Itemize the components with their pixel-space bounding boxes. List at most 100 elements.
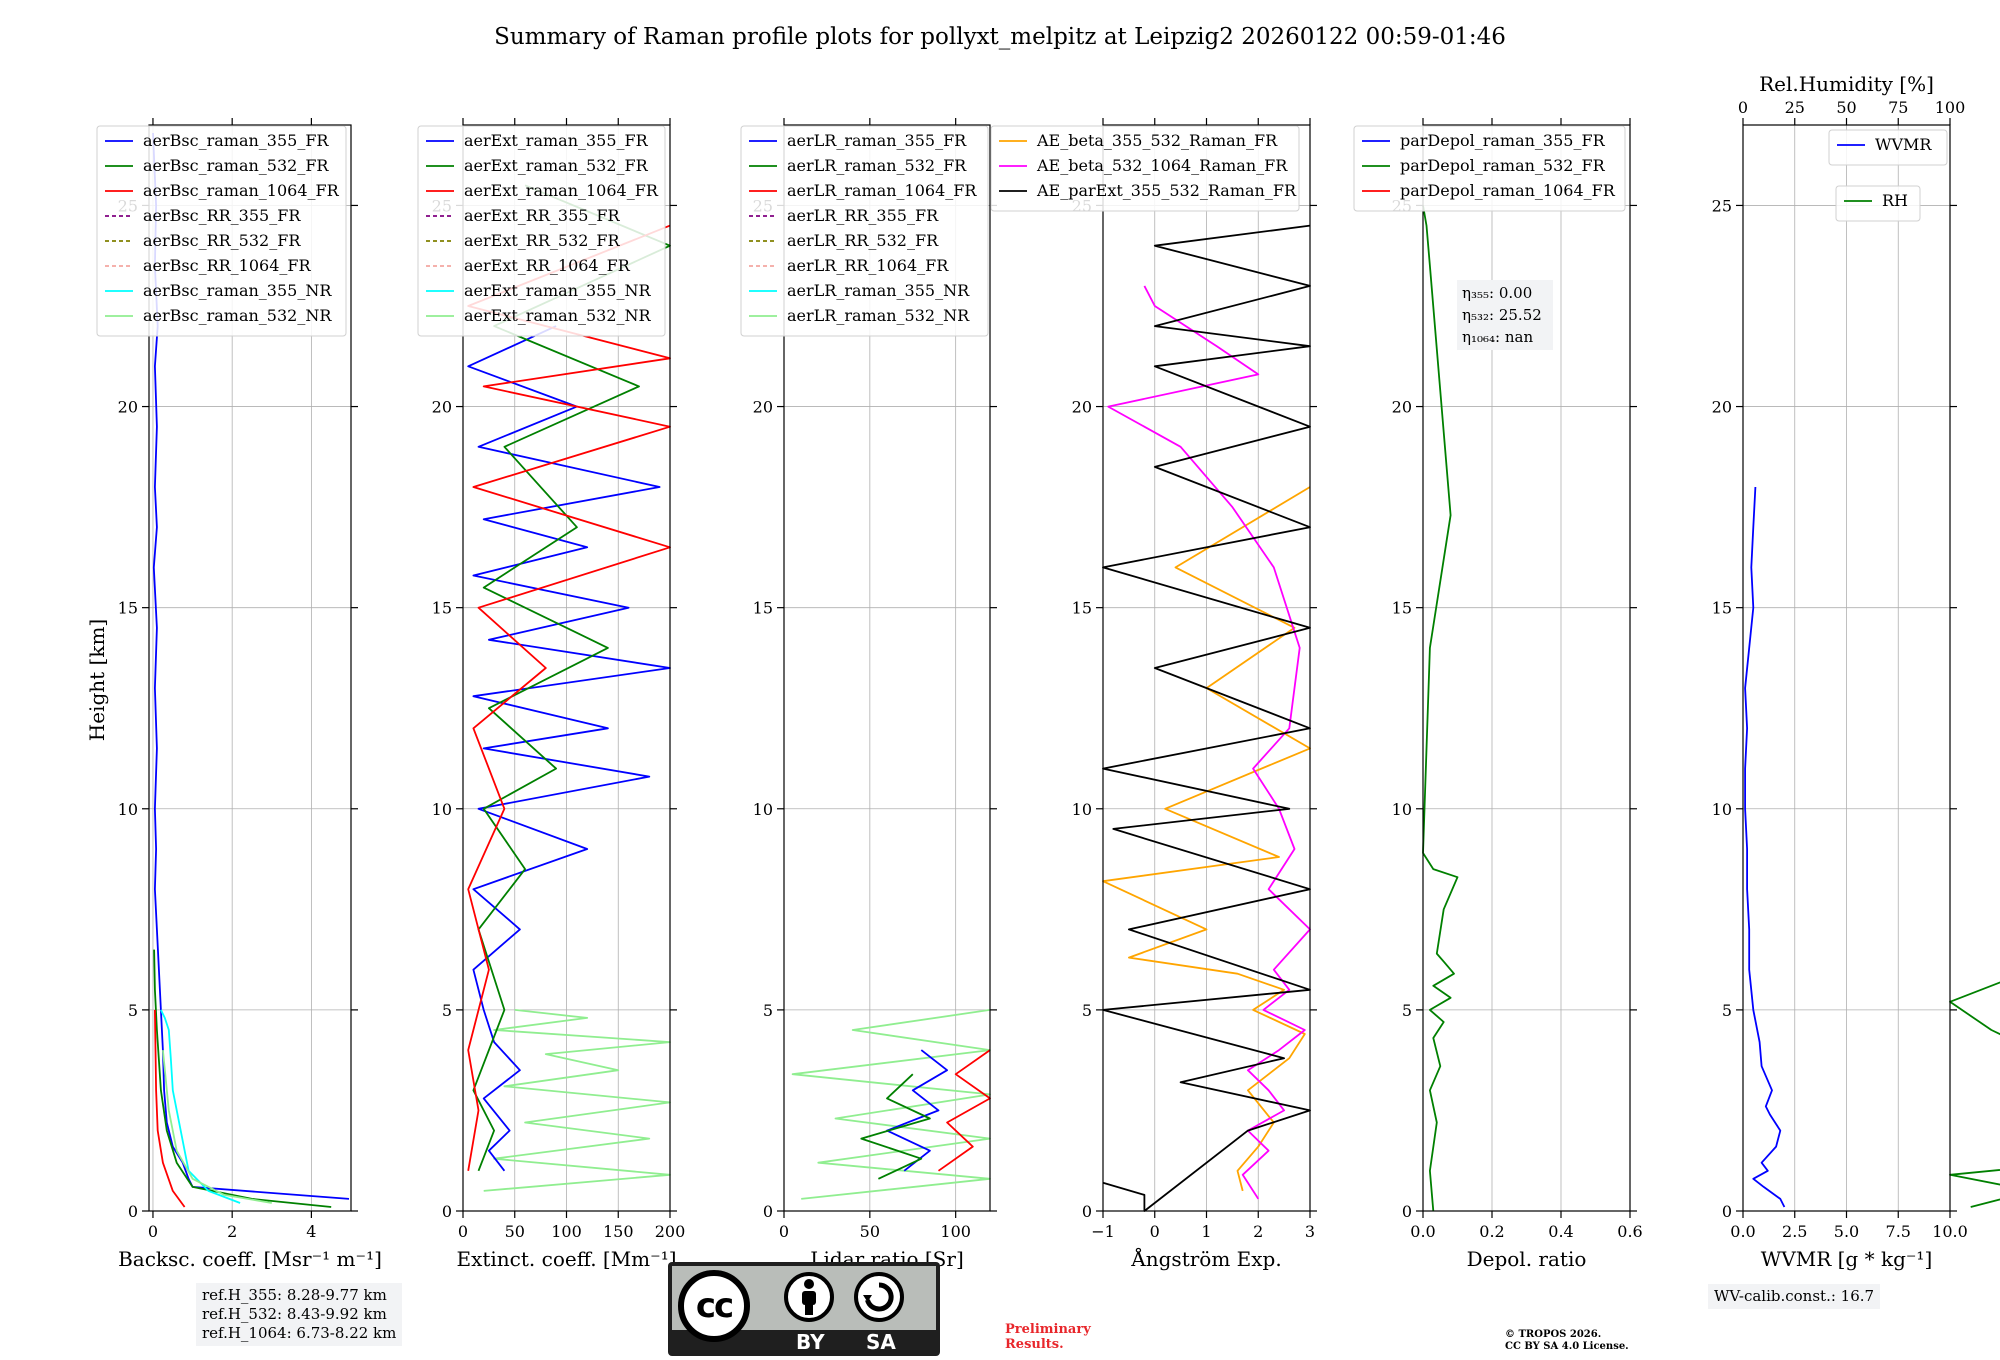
x-axis-label: Backsc. coeff. [Msr⁻¹ m⁻¹] [118,1247,382,1271]
legend-label: aerExt_raman_355_NR [464,281,652,300]
y-tick-label: 0 [128,1202,138,1221]
ref-height-1064: ref.H_1064: 6.73-8.22 km [202,1324,397,1342]
y-tick-label: 20 [1392,398,1412,417]
panel-backscatter: 0510152025024Backsc. coeff. [Msr⁻¹ m⁻¹]a… [96,118,382,1271]
top-tick-label: 50 [1836,98,1856,117]
series-aerbsc-raman-355-nr [160,1009,241,1204]
y-tick-label: 20 [118,398,138,417]
y-tick-label: 10 [118,800,138,819]
x-tick-label: 0.6 [1617,1222,1642,1241]
legend-label: WVMR [1875,135,1932,154]
eta-box: η₃₅₅: 0.00 η₅₃₂: 25.52 η₁₀₆₄: nan [1457,280,1553,350]
top-tick-label: 100 [1935,98,1966,117]
legend-label: aerBsc_raman_1064_FR [143,181,340,200]
axes-frame [1422,124,1631,1212]
legend-label: aerBsc_raman_532_NR [143,306,332,325]
legend: RH [1835,185,1921,222]
x-tick-label: 10.0 [1932,1222,1968,1241]
legend-box [1835,185,1921,222]
series-aerlr-raman-355-fr [886,1049,948,1172]
x-tick-label: −1 [1091,1222,1115,1241]
legend-label: aerExt_raman_355_FR [464,131,649,150]
y-tick-label: 5 [1082,1001,1092,1020]
eta-background [1457,280,1553,350]
panel-lidar_ratio: 0510152025050100Lidar ratio [Sr]aerLR_ra… [740,118,997,1271]
legend-label: aerLR_raman_355_NR [787,281,970,300]
series-aerext-raman-532-fr [472,184,671,1172]
legend-label: RH [1882,191,1908,210]
series-aerlr-raman-532-nr [791,1009,991,1200]
series-rh [1949,981,2000,1208]
legend-label: aerExt_RR_532_FR [464,231,621,250]
legend-label: aerLR_raman_1064_FR [787,181,977,200]
legend-label: aerBsc_raman_532_FR [143,156,329,175]
top-tick-label: 0 [1738,98,1748,117]
series-ae-beta-355-532-raman-fr [1102,486,1311,1192]
x-tick-label: 100 [940,1222,971,1241]
x-tick-label: 0 [458,1222,468,1241]
series-aerext-raman-355-fr [467,325,671,1172]
series-aerext-raman-532-nr [483,1009,671,1192]
y-tick-label: 10 [1072,800,1092,819]
panel-wvmr: 0 5 10 15 20 25 0.0 2.5 5.0 7.5 10.0 WVMR [g * kg⁻¹… [1712,72,2000,1271]
legend-label: AE_beta_355_532_Raman_FR [1036,131,1278,150]
x-tick-label: 0 [148,1222,158,1241]
x-tick-label: 2 [1253,1222,1263,1241]
legend-label: aerBsc_raman_355_NR [143,281,332,300]
copyright-note: © TROPOS 2026. CC BY SA 4.0 License. [1505,1329,1629,1352]
legend: aerExt_raman_355_FR aerExt_raman_532_FRae… [417,125,666,337]
y-tick-label: 25 [1712,196,1732,215]
y-tick-label: 20 [1712,398,1732,417]
wv-calib-box: WV-calib.const.: 16.7 [1708,1284,1881,1309]
y-tick-label: 0 [1722,1202,1732,1221]
x-tick-label: 50 [860,1222,880,1241]
legend-label: parDepol_raman_1064_FR [1400,181,1616,200]
x-tick-label: 0.4 [1548,1222,1573,1241]
series-wvmr [1744,486,1786,1208]
x-tick-label: 4 [306,1222,316,1241]
legend-label: aerBsc_RR_532_FR [143,231,301,250]
y-tick-label: 15 [1712,599,1732,618]
legend-label: aerExt_raman_532_NR [464,306,652,325]
legend-label: aerLR_raman_532_NR [787,306,970,325]
y-tick-label: 0 [763,1202,773,1221]
x-axis-label: Extinct. coeff. [Mm⁻¹] [456,1247,676,1271]
attribution-icon [784,1272,834,1322]
x-tick-label: 0.0 [1410,1222,1435,1241]
legend: AE_beta_355_532_Raman_FR AE_beta_532_1064… [990,125,1300,212]
cc-sa-label: SA [866,1330,896,1354]
legend-label: aerLR_RR_355_FR [787,206,939,225]
eta-label: η₁₀₆₄: nan [1462,328,1533,346]
x-tick-label: 7.5 [1886,1222,1911,1241]
x-axis-label: WVMR [g * kg⁻¹] [1761,1247,1933,1271]
series-ae-beta-532-1064-raman-fr [1107,285,1311,1200]
series-aerbsc-raman-1064-fr [154,1009,186,1208]
panel-extinction: 0510152025050100150200Extinct. coeff. [M… [417,118,685,1271]
legend: parDepol_raman_355_FR parDepol_raman_532_… [1353,125,1626,212]
series-aerlr-raman-532-fr [860,1073,931,1180]
y-tick-label: 15 [753,599,773,618]
x-tick-label: 0 [779,1222,789,1241]
y-tick-label: 15 [432,599,452,618]
legend-label: AE_beta_532_1064_Raman_FR [1036,156,1288,175]
series-aerbsc-raman-532-fr [153,949,332,1208]
legend-label: aerExt_RR_355_FR [464,206,621,225]
eta-label: η₃₅₅: 0.00 [1462,284,1532,302]
y-tick-label: 10 [432,800,452,819]
legend-label: aerExt_raman_532_FR [464,156,649,175]
wv-calib-text: WV-calib.const.: 16.7 [1714,1287,1875,1305]
y-tick-label: 10 [753,800,773,819]
y-tick-label: 20 [432,398,452,417]
y-tick-label: 10 [1712,800,1732,819]
y-tick-label: 5 [1402,1001,1412,1020]
ref-height-532: ref.H_532: 8.43-9.92 km [202,1305,387,1323]
x-axis-label: Depol. ratio [1467,1247,1587,1271]
legend-label: parDepol_raman_532_FR [1400,156,1606,175]
y-tick-label: 5 [442,1001,452,1020]
legend-box [96,125,347,337]
legend-box [417,125,666,337]
top-axis-label: Rel.Humidity [%] [1759,72,1934,96]
series-aerbsc-raman-532-nr [162,1050,272,1204]
